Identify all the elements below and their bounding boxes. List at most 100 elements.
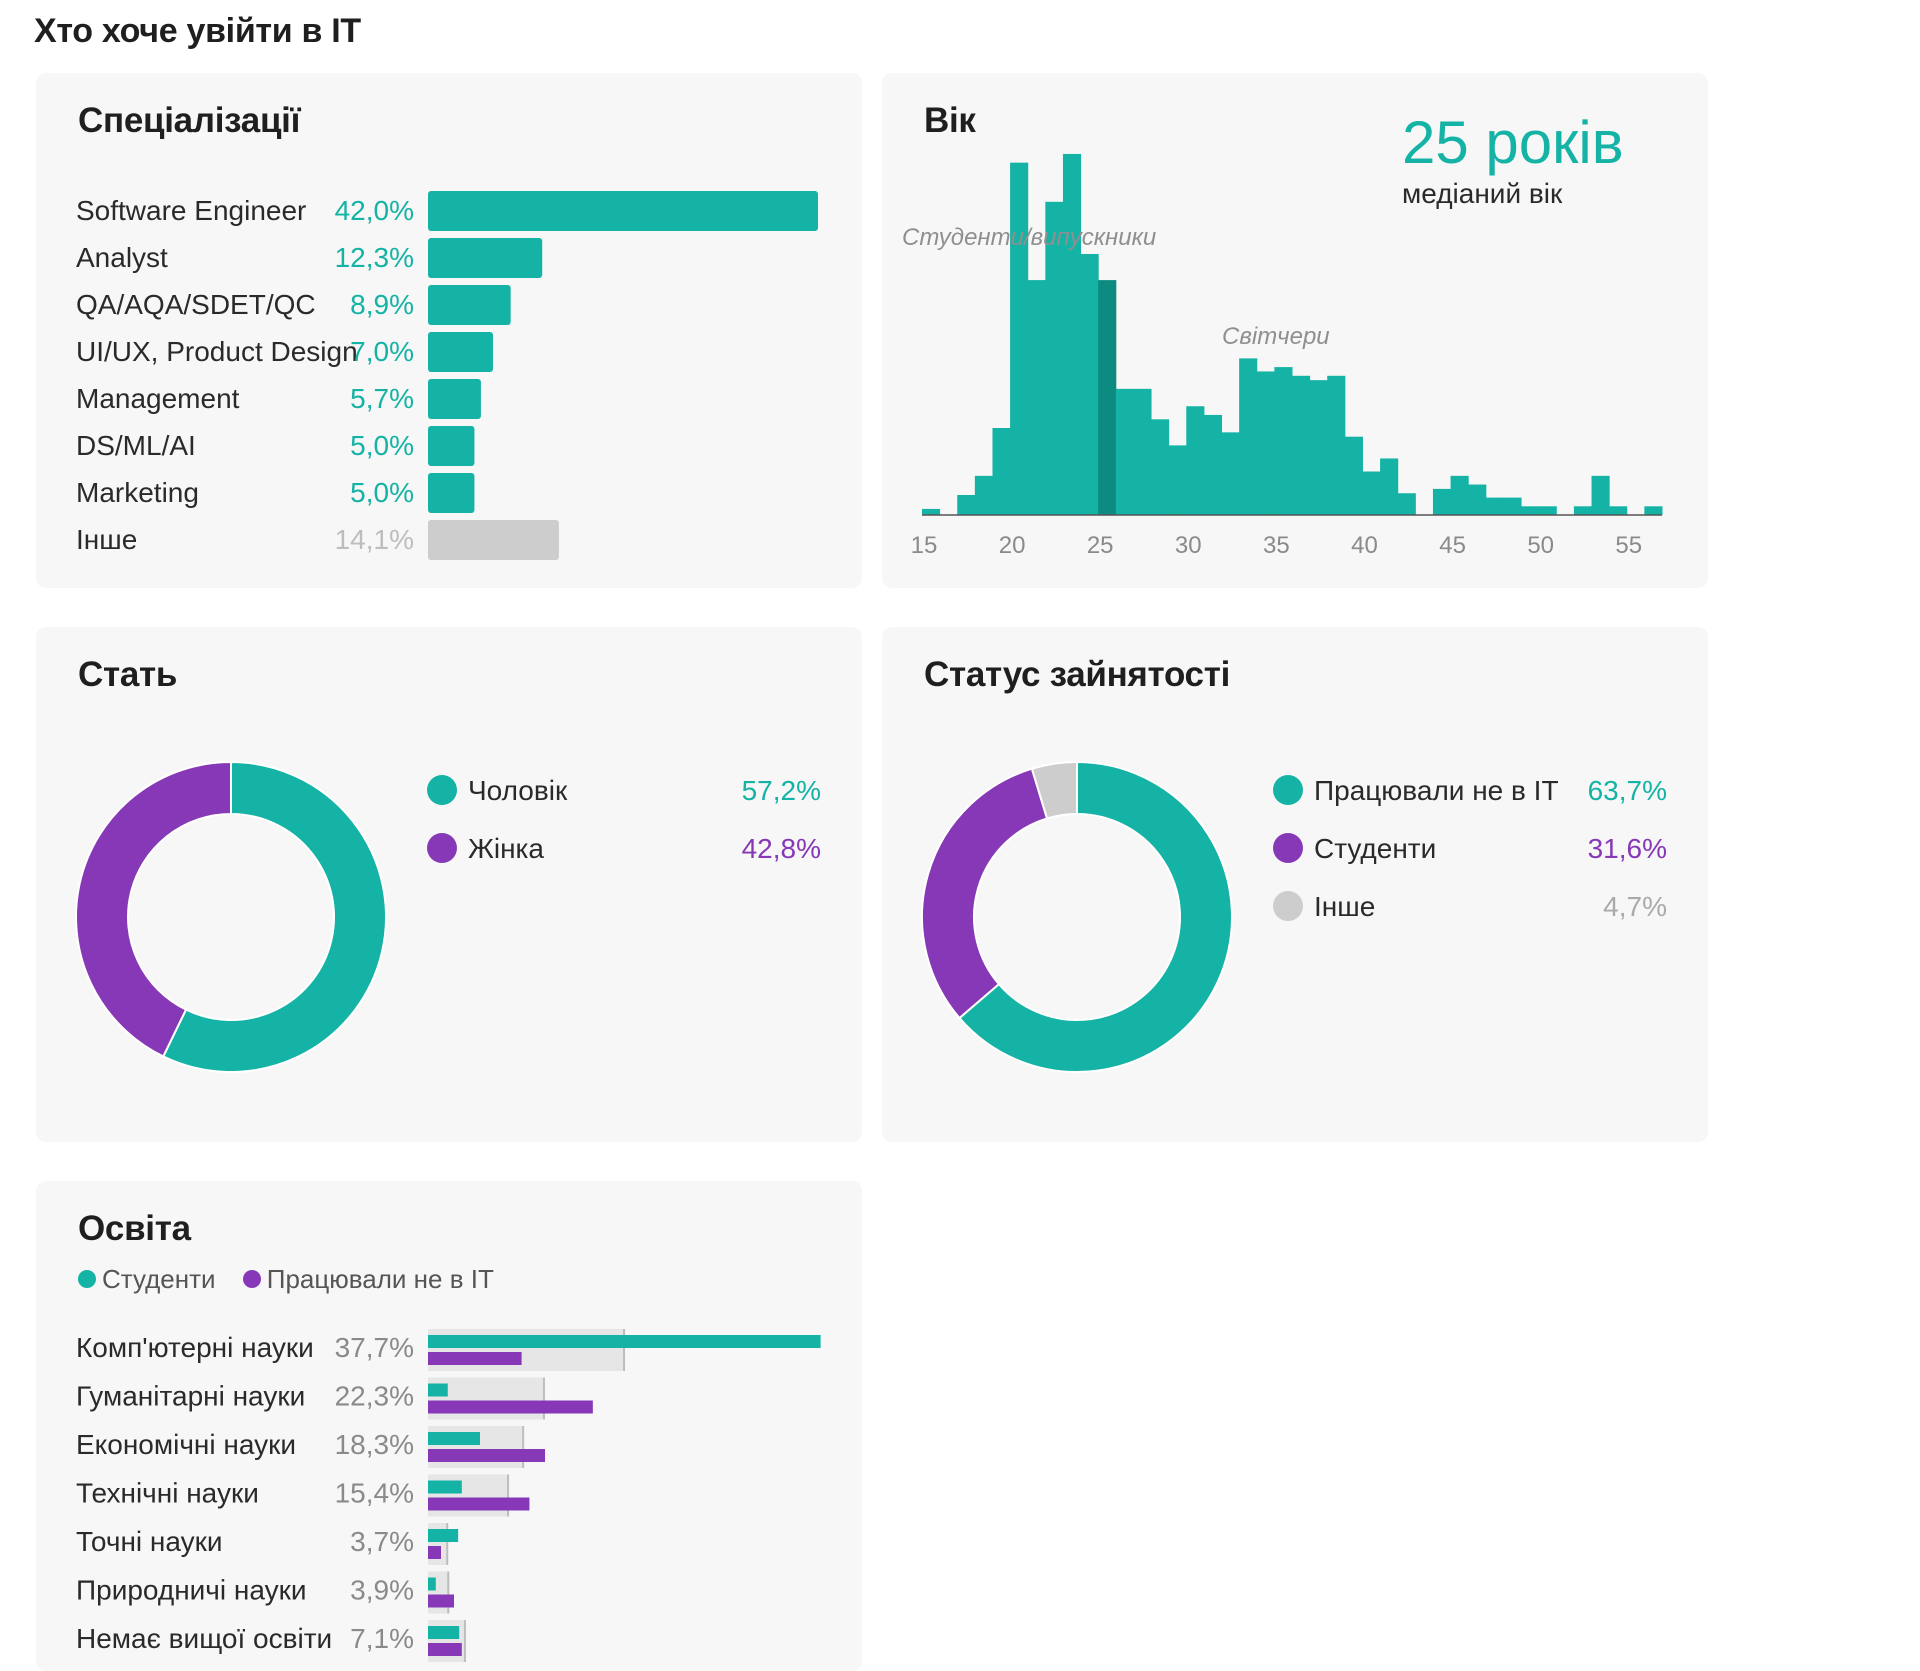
- spec-value-label: 7,0%: [350, 336, 414, 367]
- age-histogram: 15 20 25 30 35 40 45 50 55 Студенти/випускники Сві…: [902, 153, 1663, 559]
- age-bar: [1168, 445, 1187, 515]
- gender-title: Стать: [78, 655, 178, 694]
- other-legend-dot: [1273, 891, 1303, 921]
- legend-item-non-it: Працювали не в ІТ: [242, 1264, 494, 1295]
- spec-bar: [428, 332, 493, 372]
- age-bar: [1274, 367, 1293, 515]
- edu-non-it-bar: [428, 1400, 593, 1414]
- spec-category-label: QA/AQA/SDET/QC: [76, 289, 316, 320]
- spec-bar: [428, 426, 475, 466]
- specializations-chart: Software Engineer 42,0% Analyst 12,3% QA/AQA…: [76, 191, 818, 560]
- annotation-students: Студенти/випускники: [902, 224, 1156, 251]
- annotation-switchers: Світчери: [1222, 323, 1330, 350]
- edu-value-label: 37,7%: [335, 1332, 414, 1363]
- gender-slice: [75, 760, 232, 1058]
- edu-value-label: 18,3%: [335, 1429, 414, 1460]
- age-bar: [1010, 162, 1029, 515]
- female-legend-label: Жінка: [468, 833, 544, 864]
- male-legend-dot: [427, 775, 457, 805]
- age-tick-label: 50: [1527, 532, 1554, 559]
- spec-bar: [428, 520, 559, 560]
- edu-students-bar: [428, 1480, 462, 1494]
- age-bar: [1292, 375, 1311, 515]
- spec-bar: [428, 379, 481, 419]
- spec-category-label: Analyst: [76, 242, 168, 273]
- edu-category-label: Технічні науки: [76, 1478, 259, 1509]
- age-bar: [1133, 388, 1152, 515]
- age-bar: [1609, 506, 1628, 515]
- age-tick-label: 25: [1087, 532, 1114, 559]
- edu-non-it-bar: [428, 1546, 441, 1559]
- age-tick-label: 40: [1351, 532, 1378, 559]
- male-legend-value: 57,2%: [742, 775, 821, 806]
- edu-students-bar: [428, 1577, 436, 1591]
- age-bar: [1573, 506, 1593, 515]
- non-it-legend-dot: [1273, 775, 1303, 805]
- age-tick-label: 15: [911, 532, 938, 559]
- employment-title: Статус зайнятості: [924, 655, 1230, 694]
- edu-students-bar: [428, 1335, 821, 1348]
- age-bar: [1538, 506, 1557, 515]
- female-legend-value: 42,8%: [742, 833, 821, 864]
- age-bar: [1203, 414, 1223, 515]
- female-legend-dot: [427, 833, 457, 863]
- spec-bar: [428, 285, 511, 325]
- male-legend-label: Чоловік: [468, 775, 568, 806]
- age-bar: [1309, 380, 1328, 515]
- gender-card: Стать Чоловік 57,2% Жінка 42,8%: [36, 627, 862, 1142]
- other-legend-value: 4,7%: [1603, 891, 1667, 922]
- age-bar: [1432, 488, 1452, 515]
- age-bar: [1080, 254, 1099, 515]
- edu-non-it-bar: [428, 1497, 530, 1511]
- spec-category-label: UI/UX, Product Design: [76, 336, 358, 367]
- edu-category-label: Немає вищої освіти: [76, 1623, 332, 1654]
- gender-donut-chart: Чоловік 57,2% Жінка 42,8%: [75, 760, 821, 1073]
- edu-value-label: 22,3%: [335, 1381, 414, 1412]
- age-bar: [957, 494, 976, 515]
- age-bar: [1062, 153, 1082, 515]
- spec-value-label: 8,9%: [350, 289, 414, 320]
- edu-value-label: 15,4%: [335, 1478, 414, 1509]
- age-bar: [1468, 484, 1487, 515]
- spec-category-label: Інше: [76, 524, 137, 555]
- spec-value-label: 5,0%: [350, 430, 414, 461]
- gender-slice: [161, 760, 387, 1073]
- legend-dot-students: [78, 1270, 96, 1289]
- age-bar: [1397, 493, 1416, 515]
- age-tick-label: 55: [1615, 532, 1642, 559]
- age-bar: [1256, 371, 1275, 515]
- spec-bar: [428, 238, 543, 278]
- edu-non-it-bar: [428, 1594, 454, 1608]
- age-bar: [1380, 458, 1399, 515]
- age-bar: [1521, 506, 1540, 515]
- employment-donut-chart: Працювали не в ІТ 63,7% Студенти 31,6% Інше 4…: [921, 760, 1667, 1073]
- spec-value-label: 14,1%: [335, 524, 414, 555]
- edu-value-label: 3,7%: [350, 1526, 414, 1557]
- students-legend-value: 31,6%: [1588, 833, 1667, 864]
- spec-category-label: Marketing: [76, 477, 199, 508]
- specializations-title: Спеціалізації: [78, 101, 301, 140]
- edu-category-label: Гуманітарні науки: [76, 1381, 305, 1412]
- median-age-label: медіаний вік: [1402, 178, 1563, 209]
- age-bar: [1045, 201, 1064, 516]
- legend-label-students: Студенти: [102, 1264, 216, 1294]
- legend-label-non-it: Працювали не в ІТ: [266, 1264, 494, 1294]
- spec-value-label: 5,7%: [350, 383, 414, 414]
- spec-bar: [428, 191, 818, 231]
- age-bar: [1450, 475, 1469, 515]
- median-age-value: 25 років: [1402, 109, 1624, 176]
- spec-value-label: 5,0%: [350, 477, 414, 508]
- employment-card: Статус зайнятості Працювали не в ІТ 63,7%…: [882, 627, 1708, 1142]
- age-tick-label: 20: [999, 532, 1026, 559]
- education-chart: Комп'ютерні науки 37,7% Гуманітарні науки 2…: [76, 1329, 821, 1662]
- edu-students-bar: [428, 1383, 448, 1397]
- employment-slice: [1030, 760, 1078, 820]
- students-legend-label: Студенти: [1314, 833, 1436, 864]
- age-bar: [1644, 506, 1663, 515]
- edu-students-bar: [428, 1626, 460, 1639]
- education-title: Освіта: [78, 1209, 191, 1248]
- age-bar: [922, 508, 941, 515]
- age-bar: [1115, 388, 1134, 515]
- employment-slice: [958, 760, 1233, 1073]
- specializations-card: Спеціалізації Software Engineer 42,0% Anal…: [36, 73, 862, 588]
